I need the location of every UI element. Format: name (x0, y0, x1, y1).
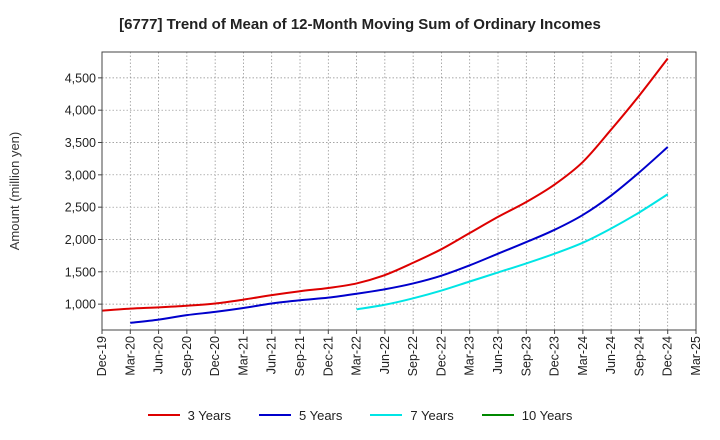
y-tick-label: 3,500 (65, 136, 96, 150)
x-tick-label: Dec-21 (321, 336, 335, 376)
x-tick-label: Sep-20 (180, 336, 194, 376)
series-line-7-years (356, 193, 669, 311)
plot-area (102, 52, 696, 330)
series-line-3-years (101, 57, 669, 312)
x-tick-label: Dec-23 (548, 336, 562, 376)
x-tick-label: Jun-22 (378, 336, 392, 374)
y-tick-label: 3,000 (65, 168, 96, 182)
x-tick-label: Mar-25 (689, 336, 703, 376)
legend-swatch (370, 414, 403, 416)
series-lines (101, 57, 669, 324)
x-tick-label: Jun-24 (604, 336, 618, 374)
x-tick-label: Mar-23 (463, 336, 477, 376)
x-tick-label: Jun-20 (152, 336, 166, 374)
x-tick-label: Jun-21 (265, 336, 279, 374)
legend-label: 5 Years (299, 407, 343, 423)
legend-swatch (147, 414, 180, 416)
y-tick-label: 4,000 (65, 104, 96, 118)
x-tick-label: Mar-24 (576, 336, 590, 376)
legend-item: 3 Years (147, 407, 231, 423)
legend-item: 7 Years (370, 407, 454, 423)
x-tick-label: Sep-24 (632, 336, 646, 376)
legend-label: 3 Years (187, 407, 231, 423)
x-tick-label: Mar-22 (350, 336, 364, 376)
grid-lines (102, 52, 696, 330)
x-tick-label: Mar-20 (123, 336, 137, 376)
x-tick-label: Mar-21 (236, 336, 250, 376)
x-tick-labels: Dec-19 Mar-20 Jun-20 Sep-20 Dec-20 Mar-21 Jun-… (95, 330, 703, 376)
series-line-5-years (130, 146, 669, 324)
x-tick-label: Sep-21 (293, 336, 307, 376)
chart-title: [6777] Trend of Mean of 12-Month Moving … (119, 16, 601, 33)
legend: 3 Years 5 Years 7 Years 10 Years (0, 405, 720, 425)
legend-item: 5 Years (259, 408, 342, 423)
x-tick-label: Dec-20 (208, 336, 222, 376)
plot-frame (101, 51, 697, 331)
y-tick-label: 2,000 (65, 233, 96, 247)
y-tick-labels: 1,000 1,500 2,000 2,500 3,000 3,500 4,000 4,500 (65, 71, 102, 312)
x-tick-label: Dec-19 (95, 336, 109, 376)
legend-swatch (481, 414, 514, 416)
y-tick-label: 2,500 (65, 201, 96, 215)
x-tick-label: Jun-23 (491, 336, 505, 374)
y-axis-label: Amount (million yen) (7, 132, 22, 251)
x-tick-label: Dec-22 (434, 336, 448, 376)
x-tick-label: Dec-24 (661, 336, 675, 376)
y-tick-label: 4,500 (65, 71, 96, 85)
x-tick-label: Sep-22 (406, 336, 420, 376)
y-tick-label: 1,500 (65, 265, 96, 279)
legend-label: 10 Years (521, 407, 573, 423)
y-tick-label: 1,000 (65, 298, 96, 312)
legend-item: 10 Years (481, 407, 573, 423)
legend-label: 7 Years (410, 407, 454, 423)
legend-swatch (259, 414, 291, 416)
x-tick-label: Sep-23 (519, 336, 533, 376)
